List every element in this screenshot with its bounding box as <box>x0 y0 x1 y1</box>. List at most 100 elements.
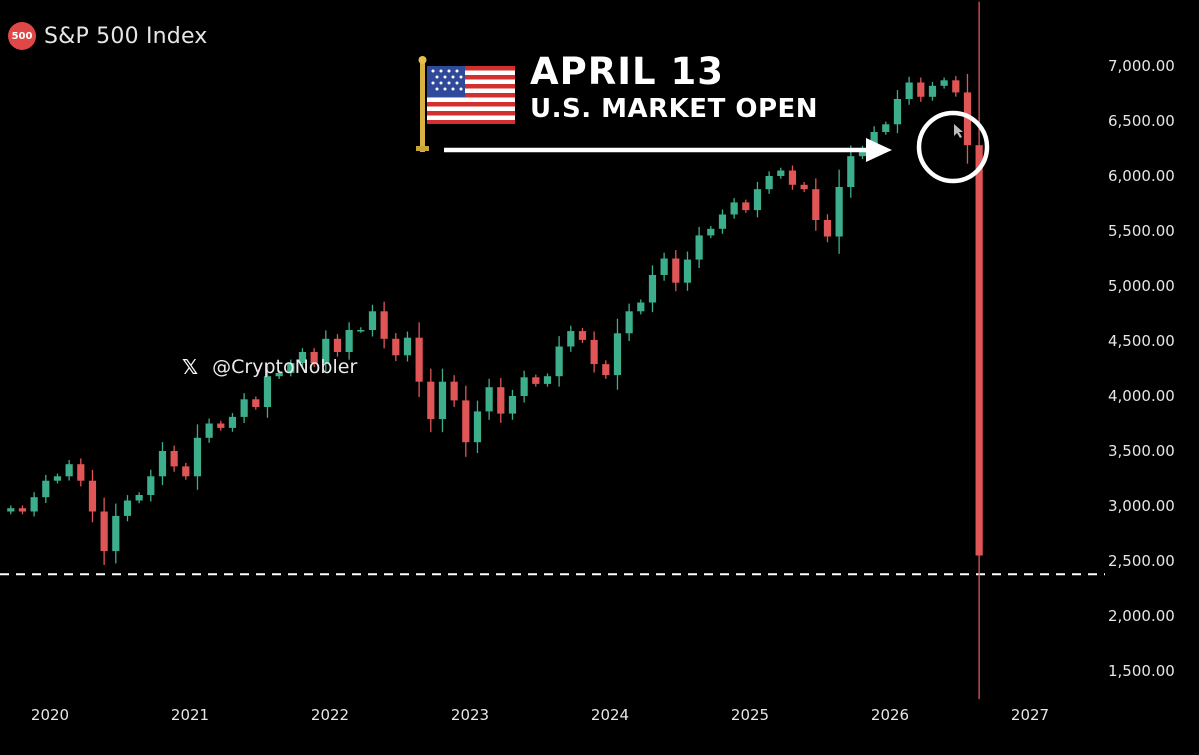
us-flag-icon <box>416 56 515 152</box>
candle-body <box>520 377 528 396</box>
candle-body <box>508 396 517 414</box>
candle-body <box>450 381 458 401</box>
candle-body <box>217 423 225 428</box>
candle-body <box>823 220 832 237</box>
y-tick-label: 2,500.00 <box>1108 552 1175 570</box>
candle-body <box>392 338 400 356</box>
candle-body <box>42 480 50 498</box>
x-tick-label: 2022 <box>311 706 349 724</box>
candle-body <box>18 508 27 512</box>
candle-body <box>100 511 108 552</box>
candle-body <box>905 82 913 99</box>
candle-body <box>975 145 983 556</box>
candle-body <box>240 399 248 417</box>
cursor-icon <box>954 124 963 138</box>
candle-body <box>567 331 575 347</box>
right-arrow-icon <box>444 138 892 162</box>
y-tick-label: 6,500.00 <box>1108 112 1175 130</box>
candle-body <box>170 451 178 467</box>
x-tick-label: 2026 <box>871 706 909 724</box>
candle-body <box>812 189 820 220</box>
y-tick-label: 3,000.00 <box>1108 497 1175 515</box>
candle-body <box>660 258 668 275</box>
candle-body <box>298 352 307 363</box>
candle-body <box>928 85 937 97</box>
candle-body <box>742 202 750 211</box>
candle-body <box>112 515 120 552</box>
candle-body <box>462 400 470 443</box>
annotation-subtitle: U.S. MARKET OPEN <box>530 94 819 124</box>
candle-body <box>485 387 493 412</box>
candle-body <box>345 330 353 352</box>
watermark: 𝕏 @CryptoNobler <box>182 355 357 379</box>
candle-body <box>77 464 85 481</box>
x-tick-label: 2025 <box>731 706 769 724</box>
candle-body <box>135 495 143 501</box>
candle-body <box>800 184 808 190</box>
candle-body <box>753 189 762 211</box>
candle-body <box>707 228 715 236</box>
candle-body <box>963 92 972 146</box>
candle-body <box>637 302 645 312</box>
candle-body <box>882 124 890 132</box>
x-tick-label: 2020 <box>31 706 69 724</box>
candle-body <box>730 202 738 215</box>
x-tick-label: 2021 <box>171 706 209 724</box>
candle-body <box>252 399 260 407</box>
candle-body <box>870 132 878 149</box>
candle-body <box>415 337 423 382</box>
candles-layer <box>7 1 983 700</box>
candle-body <box>625 311 633 334</box>
x-tick-label: 2023 <box>451 706 489 724</box>
candle-body <box>403 337 412 356</box>
candle-body <box>683 259 692 283</box>
candle-body <box>765 176 773 190</box>
candle-body <box>322 338 330 363</box>
candle-body <box>648 275 657 303</box>
candle-body <box>205 423 213 438</box>
candle-body <box>893 99 902 125</box>
candle-body <box>333 338 342 352</box>
candle-body <box>590 339 598 365</box>
y-tick-label: 7,000.00 <box>1108 57 1175 75</box>
candle-body <box>193 437 202 477</box>
candle-body <box>88 480 97 512</box>
y-tick-label: 1,500.00 <box>1108 662 1175 680</box>
y-tick-label: 4,000.00 <box>1108 387 1175 405</box>
x-tick-label: 2027 <box>1011 706 1049 724</box>
x-axis: 2020 2021 2022 2023 2024 2025 2026 2027 <box>31 706 1049 724</box>
y-tick-label: 5,500.00 <box>1108 222 1175 240</box>
x-logo-icon: 𝕏 <box>182 355 199 379</box>
annotation-date: APRIL 13 <box>530 50 724 93</box>
candle-body <box>380 311 388 339</box>
candle-body <box>53 476 62 481</box>
y-tick-label: 3,500.00 <box>1108 442 1175 460</box>
candle-body <box>672 258 680 283</box>
candle-body <box>835 187 843 237</box>
candle-body <box>858 148 867 157</box>
candle-body <box>228 416 237 428</box>
candle-body <box>788 170 797 185</box>
highlight-circle <box>916 110 990 184</box>
chart-title: S&P 500 Index <box>44 23 208 49</box>
chart-header: 500 S&P 500 Index <box>8 22 208 50</box>
watermark-handle: @CryptoNobler <box>212 356 358 378</box>
y-axis: 7,000.00 6,500.00 6,000.00 5,500.00 5,000.00… <box>1108 57 1175 680</box>
candle-body <box>917 82 925 97</box>
y-tick-label: 5,000.00 <box>1108 277 1175 295</box>
candle-body <box>613 333 622 376</box>
candle-body <box>427 381 435 420</box>
candle-body <box>543 376 552 384</box>
candle-body <box>310 352 318 363</box>
candle-body <box>555 346 563 377</box>
candle-body <box>158 451 167 477</box>
candle-body <box>718 214 727 229</box>
annotation-headline: APRIL 13 U.S. MARKET OPEN <box>530 50 818 124</box>
y-tick-label: 6,000.00 <box>1108 167 1175 185</box>
candle-body <box>7 508 15 512</box>
candle-body <box>123 500 132 516</box>
candle-body <box>847 156 855 187</box>
candle-body <box>65 464 73 477</box>
candle-body <box>368 311 377 330</box>
